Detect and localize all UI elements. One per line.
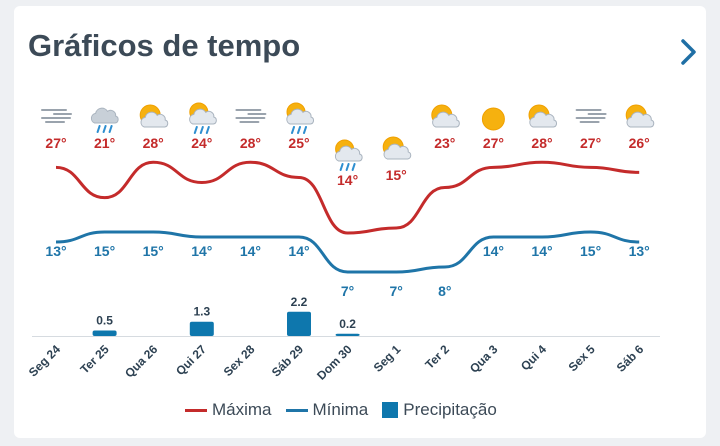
max-temp-label: 27° (45, 135, 66, 151)
sun-cloud-rain-icon (189, 102, 217, 134)
cloud-rain-icon (90, 107, 119, 133)
day-tick-label: Seg 1 (371, 342, 404, 375)
sun-cloud-icon (625, 104, 655, 128)
min-temp-label: 14° (483, 243, 504, 259)
precipitation-bar (92, 330, 117, 336)
precipitation-label: 2.2 (291, 295, 308, 309)
min-temp-label: 8° (438, 283, 451, 299)
min-temp-label: 14° (240, 243, 261, 259)
day-tick-label: Sáb 29 (269, 342, 306, 379)
min-temp-label: 13° (45, 243, 66, 259)
min-temp-label: 7° (390, 283, 403, 299)
precipitation-label: 0.5 (96, 314, 113, 328)
min-temp-label: 14° (288, 243, 309, 259)
legend-label-max: Máxima (212, 400, 272, 419)
sun-cloud-icon (382, 136, 412, 160)
max-temp-label: 28° (143, 135, 164, 151)
day-tick-label: Qua 26 (122, 342, 160, 380)
sun-cloud-icon (431, 104, 460, 128)
legend-label-min: Mínima (312, 400, 369, 419)
day-tick-label: Qui 4 (518, 342, 549, 373)
day-tick-label: Qui 27 (173, 342, 209, 378)
min-temperature-line (55, 230, 640, 274)
max-temp-label: 28° (531, 135, 552, 151)
sun-cloud-icon (139, 104, 169, 128)
max-temperature-line (55, 160, 640, 235)
precipitation-label: 0.2 (339, 317, 356, 331)
max-temp-label: 25° (288, 135, 309, 151)
day-tick-label: Ter 2 (422, 342, 452, 372)
fog-icon (235, 109, 267, 123)
precipitation-bar (287, 311, 311, 336)
min-temp-label: 14° (191, 243, 212, 259)
sun-icon (481, 107, 505, 131)
weather-charts-card: Gráficos de tempo (14, 6, 706, 438)
day-tick-label: Sex 5 (566, 342, 598, 374)
fog-icon (41, 109, 72, 123)
day-tick-label: Sex 28 (221, 342, 258, 379)
min-temp-label: 14° (531, 243, 552, 259)
legend-swatch-max (185, 408, 207, 412)
day-tick-label: Ter 25 (77, 342, 112, 377)
fog-icon (575, 109, 607, 123)
min-temp-label: 13° (629, 243, 650, 259)
chevron-right-icon[interactable] (676, 36, 702, 68)
sun-cloud-rain-icon (334, 139, 363, 171)
max-temp-label: 15° (386, 167, 407, 183)
min-temp-label: 15° (94, 243, 115, 259)
precipitation-label: 1.3 (193, 305, 210, 319)
min-temp-label: 15° (143, 243, 164, 259)
max-temp-label: 27° (580, 135, 601, 151)
precipitation-bar (335, 333, 360, 336)
legend-item-max[interactable]: Máxima (185, 400, 272, 420)
min-temp-label: 15° (580, 243, 601, 259)
max-temp-label: 28° (240, 135, 261, 151)
day-tick-label: Qua 3 (467, 342, 501, 376)
sun-cloud-rain-icon (286, 102, 315, 134)
legend-swatch-precip (382, 402, 399, 418)
legend-item-min[interactable]: Mínima (285, 400, 369, 420)
day-tick-label: Sáb 6 (614, 342, 647, 375)
max-temp-label: 23° (434, 135, 455, 151)
max-temp-label: 24° (191, 135, 212, 151)
day-tick-label: Dom 30 (314, 342, 355, 383)
precipitation-bar (189, 321, 214, 336)
legend-item-precip[interactable]: Precipitação (382, 400, 497, 420)
max-temp-label: 27° (483, 135, 504, 151)
day-tick-label: Seg 24 (26, 342, 63, 379)
max-temp-label: 26° (629, 135, 650, 151)
page-title: Gráficos de tempo (28, 28, 301, 63)
legend-label-precip: Precipitação (403, 400, 497, 419)
chart-legend: Máxima Mínima Precipitação (185, 400, 511, 420)
sun-cloud-icon (528, 104, 558, 128)
legend-swatch-min (285, 408, 308, 412)
max-temp-label: 21° (94, 135, 115, 151)
min-temp-label: 7° (341, 283, 354, 299)
max-temp-label: 14° (337, 172, 358, 188)
